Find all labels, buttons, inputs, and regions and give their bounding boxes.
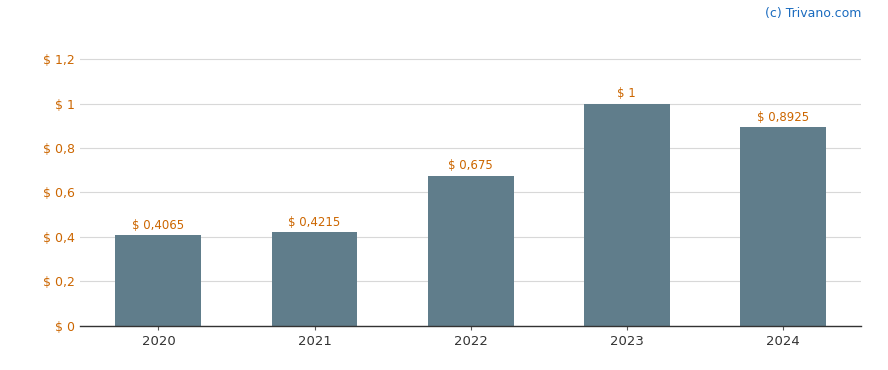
Text: $ 0,4065: $ 0,4065 [132,219,185,232]
Bar [272,232,358,326]
Text: (c) Trivano.com: (c) Trivano.com [765,7,861,20]
Text: $ 0,4215: $ 0,4215 [289,216,341,229]
Bar [583,104,670,326]
Text: $ 0,8925: $ 0,8925 [757,111,809,124]
Bar [428,176,513,326]
Bar [115,235,202,326]
Bar [740,127,826,326]
Text: $ 1: $ 1 [617,87,636,100]
Text: $ 0,675: $ 0,675 [448,159,493,172]
